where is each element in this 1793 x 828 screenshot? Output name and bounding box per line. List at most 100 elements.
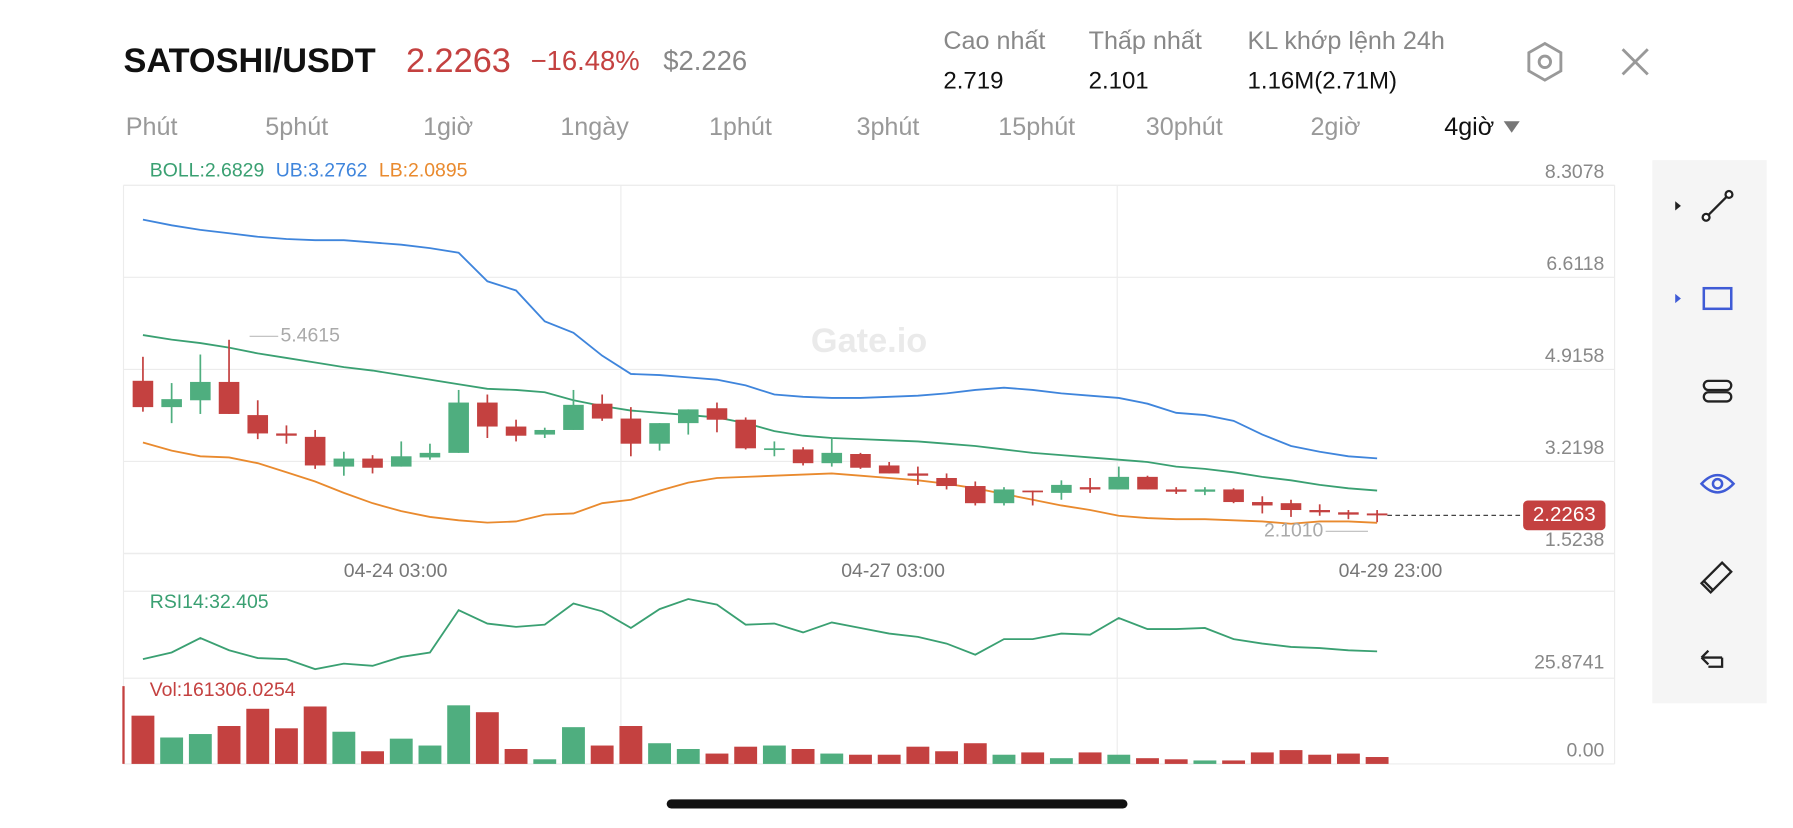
candle-body: [1194, 489, 1216, 492]
volume-bar: [1365, 757, 1389, 764]
volume-bar: [849, 754, 872, 764]
tool-eye-pupil: [1711, 477, 1724, 490]
timeframe-tab[interactable]: 1phút: [709, 113, 772, 141]
timeframe-tab[interactable]: 30phút: [1146, 113, 1223, 141]
x-tick-label: 04-24 03:00: [344, 560, 448, 582]
candle-body: [1366, 513, 1388, 516]
volume-bar: [877, 754, 901, 764]
candle-body: [936, 477, 957, 487]
volume-bar: [475, 712, 499, 764]
volume-bar: [906, 746, 930, 764]
volume-bar: [1107, 754, 1131, 764]
candle-body: [706, 408, 728, 420]
stat-value: 2.719: [943, 68, 1003, 95]
candle-body: [304, 436, 326, 466]
candle-body: [677, 409, 699, 424]
pair: SATOSHI/USDT: [123, 42, 375, 80]
last-price-tag: [1523, 500, 1606, 531]
volume-bar: [1222, 760, 1246, 764]
volume-bar: [562, 727, 585, 764]
timeframe-tab[interactable]: 2giờ: [1310, 113, 1360, 141]
candle-body: [1280, 503, 1302, 511]
y-tick-label: 4.9158: [1545, 345, 1604, 367]
volume-bar: [1250, 752, 1274, 764]
candle-body: [1252, 502, 1273, 506]
candle-body: [247, 415, 269, 434]
volume-bar: [389, 738, 413, 764]
candle-body: [620, 418, 642, 444]
timeframe-tab[interactable]: 4giờ: [1444, 113, 1494, 141]
candle-body: [1338, 512, 1359, 515]
candle-body: [132, 380, 154, 408]
settings-icon-dot[interactable]: [1537, 54, 1553, 69]
volume-bar: [992, 754, 1016, 764]
y-tick-label: 0.00: [1567, 739, 1605, 761]
candle-body: [850, 454, 871, 468]
candle-body: [993, 489, 1015, 504]
legend-entry: LB:2.0895: [379, 160, 468, 182]
change: −16.48%: [531, 45, 640, 76]
tool-channel: [1702, 391, 1733, 403]
candle-body: [964, 486, 986, 504]
tool-line-dot: [1724, 189, 1734, 200]
volume-bar: [1049, 758, 1073, 764]
indicator-line: [142, 218, 1378, 460]
toolbar: [1652, 160, 1767, 704]
tool-eye[interactable]: [1699, 473, 1736, 494]
candle-body: [362, 458, 383, 468]
settings-button[interactable]: [1527, 41, 1563, 82]
min-label: 2.1010: [1264, 519, 1324, 541]
tab-dropdown[interactable]: [1503, 121, 1520, 133]
candle-body: [1165, 489, 1187, 492]
volume-bar: [131, 715, 155, 764]
candle-body: [276, 433, 297, 436]
candle-body: [878, 465, 900, 474]
candle-body: [1051, 484, 1072, 493]
volume-bar: [590, 745, 614, 764]
stat-value: 2.101: [1089, 68, 1149, 95]
settings-icon[interactable]: [1527, 41, 1563, 82]
candle-body: [563, 404, 584, 430]
max-label: 5.4615: [280, 324, 339, 346]
close-button[interactable]: [1621, 48, 1649, 76]
timeframe-tab[interactable]: 15phút: [998, 113, 1075, 141]
candle-body: [477, 402, 498, 427]
volume-bar: [303, 706, 327, 764]
timeframe-tab[interactable]: Phút: [126, 113, 178, 141]
volume-bar: [963, 743, 987, 764]
usd-price: $2.226: [663, 45, 747, 76]
volume-bar: [1336, 753, 1360, 764]
candle-body: [505, 426, 527, 436]
volume-bar: [447, 705, 471, 764]
candle-body: [1137, 476, 1158, 490]
close-icon[interactable]: [1621, 48, 1649, 76]
y-tick-label: 3.2198: [1545, 437, 1604, 459]
tool-caret: [1675, 201, 1681, 211]
candle-body: [821, 452, 843, 464]
tool-channel[interactable]: [1702, 379, 1733, 392]
candle-body: [591, 403, 613, 419]
candle-body: [792, 449, 814, 464]
candle-body: [1309, 510, 1330, 513]
tool-undo[interactable]: [1700, 649, 1724, 668]
tool-line[interactable]: [1705, 193, 1730, 219]
timeframe-tab[interactable]: 5phút: [265, 113, 328, 141]
timeframe-tab[interactable]: 1giờ: [423, 113, 473, 141]
tool-rect[interactable]: [1702, 286, 1733, 311]
timeframe-tab[interactable]: 1ngày: [560, 113, 629, 141]
candle-body: [1223, 489, 1244, 503]
timeframe-tab[interactable]: 3phút: [856, 113, 919, 141]
tool-eraser[interactable]: [1699, 561, 1733, 595]
stat-label: Cao nhất: [943, 27, 1045, 55]
candle-body: [735, 419, 756, 449]
volume-bar: [533, 759, 557, 764]
volume-bar: [217, 726, 241, 764]
indicator-line: [142, 598, 1378, 671]
volume-bar: [705, 753, 729, 764]
volume-bar: [734, 746, 758, 764]
volume-bar: [1193, 760, 1217, 764]
candle-body: [190, 381, 211, 401]
candle-body: [649, 423, 670, 444]
